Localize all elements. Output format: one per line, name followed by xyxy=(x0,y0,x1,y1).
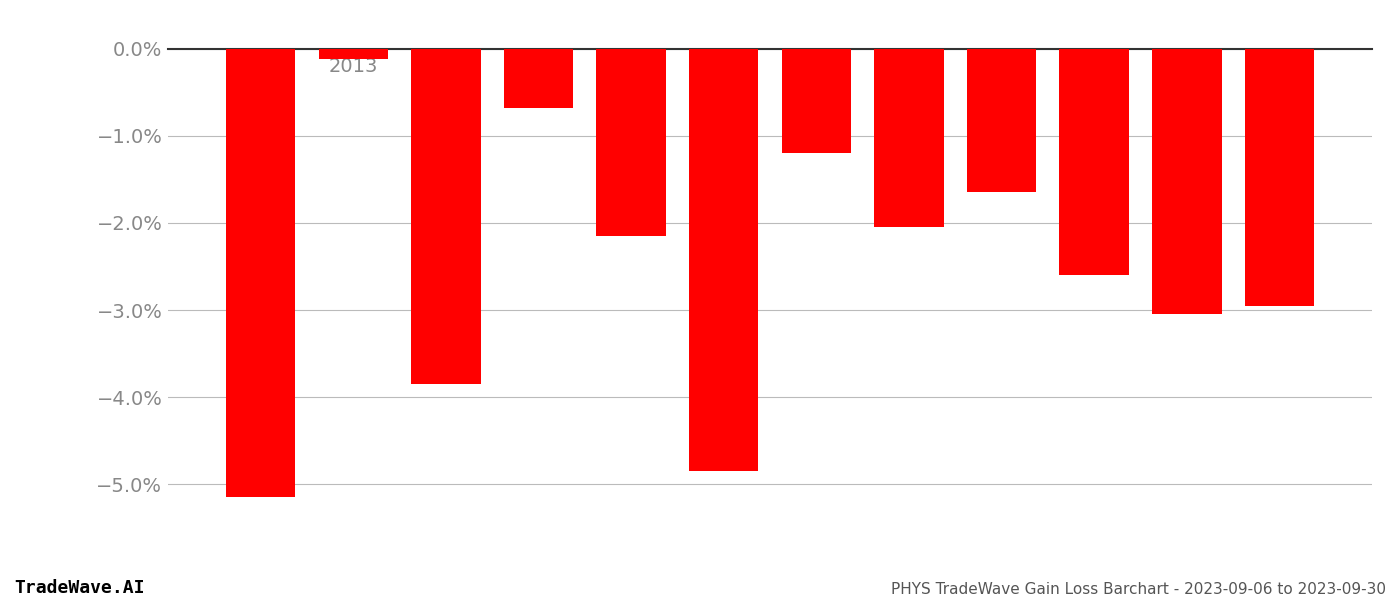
Bar xyxy=(412,49,480,384)
Bar xyxy=(874,49,944,227)
Bar xyxy=(781,49,851,153)
Bar xyxy=(1245,49,1315,305)
Bar xyxy=(504,49,573,108)
Bar xyxy=(225,49,295,497)
Bar xyxy=(967,49,1036,193)
Bar xyxy=(1152,49,1222,314)
Text: PHYS TradeWave Gain Loss Barchart - 2023-09-06 to 2023-09-30: PHYS TradeWave Gain Loss Barchart - 2023… xyxy=(890,582,1386,597)
Bar xyxy=(689,49,759,472)
Bar xyxy=(596,49,666,236)
Text: TradeWave.AI: TradeWave.AI xyxy=(14,579,144,597)
Bar xyxy=(319,49,388,59)
Bar xyxy=(1060,49,1128,275)
